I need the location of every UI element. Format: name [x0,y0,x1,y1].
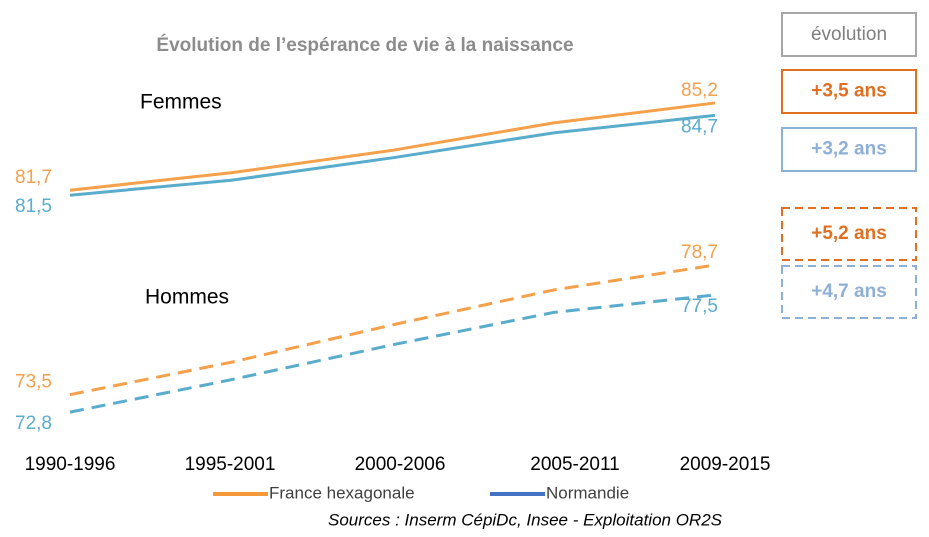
line [69,101,716,192]
group-label: Femmes [140,91,222,114]
legend-label: Normandie [546,483,629,502]
change-header-box [781,12,917,57]
x-tick-label: 1990-1996 [25,454,116,475]
change-box [781,207,917,261]
value-label: 85,2 [681,80,718,101]
change-label: +5,2 ans [811,223,887,244]
change-label: +4,7 ans [811,281,887,302]
value-label: 81,7 [15,167,52,188]
x-tick-label: 2005-2011 [530,454,619,475]
value-label: 73,5 [15,372,52,393]
change-box [781,127,917,172]
value-label: 78,7 [681,242,718,263]
x-tick-label: 2000-2006 [355,454,446,475]
change-label: +3,2 ans [811,139,887,160]
change-header: évolution [811,24,887,45]
value-label: 72,8 [15,413,52,434]
change-label: +3,5 ans [811,81,887,102]
value-label: 84,7 [681,116,718,137]
line [69,293,716,414]
source: Sources : Inserm CépiDc, Insee - Exploit… [328,510,723,529]
legend-label: France hexagonale [269,483,415,502]
value-label: 77,5 [681,296,718,317]
change-box [781,69,917,114]
chart-title: Évolution de l’espérance de vie à la nai… [156,34,573,56]
x-tick-label: 1995-2001 [185,454,276,475]
group-label: Hommes [145,286,229,309]
value-label: 81,5 [15,196,52,217]
line [69,113,716,197]
change-box [781,265,917,319]
x-tick-label: 2009-2015 [680,454,771,475]
line [69,263,716,397]
